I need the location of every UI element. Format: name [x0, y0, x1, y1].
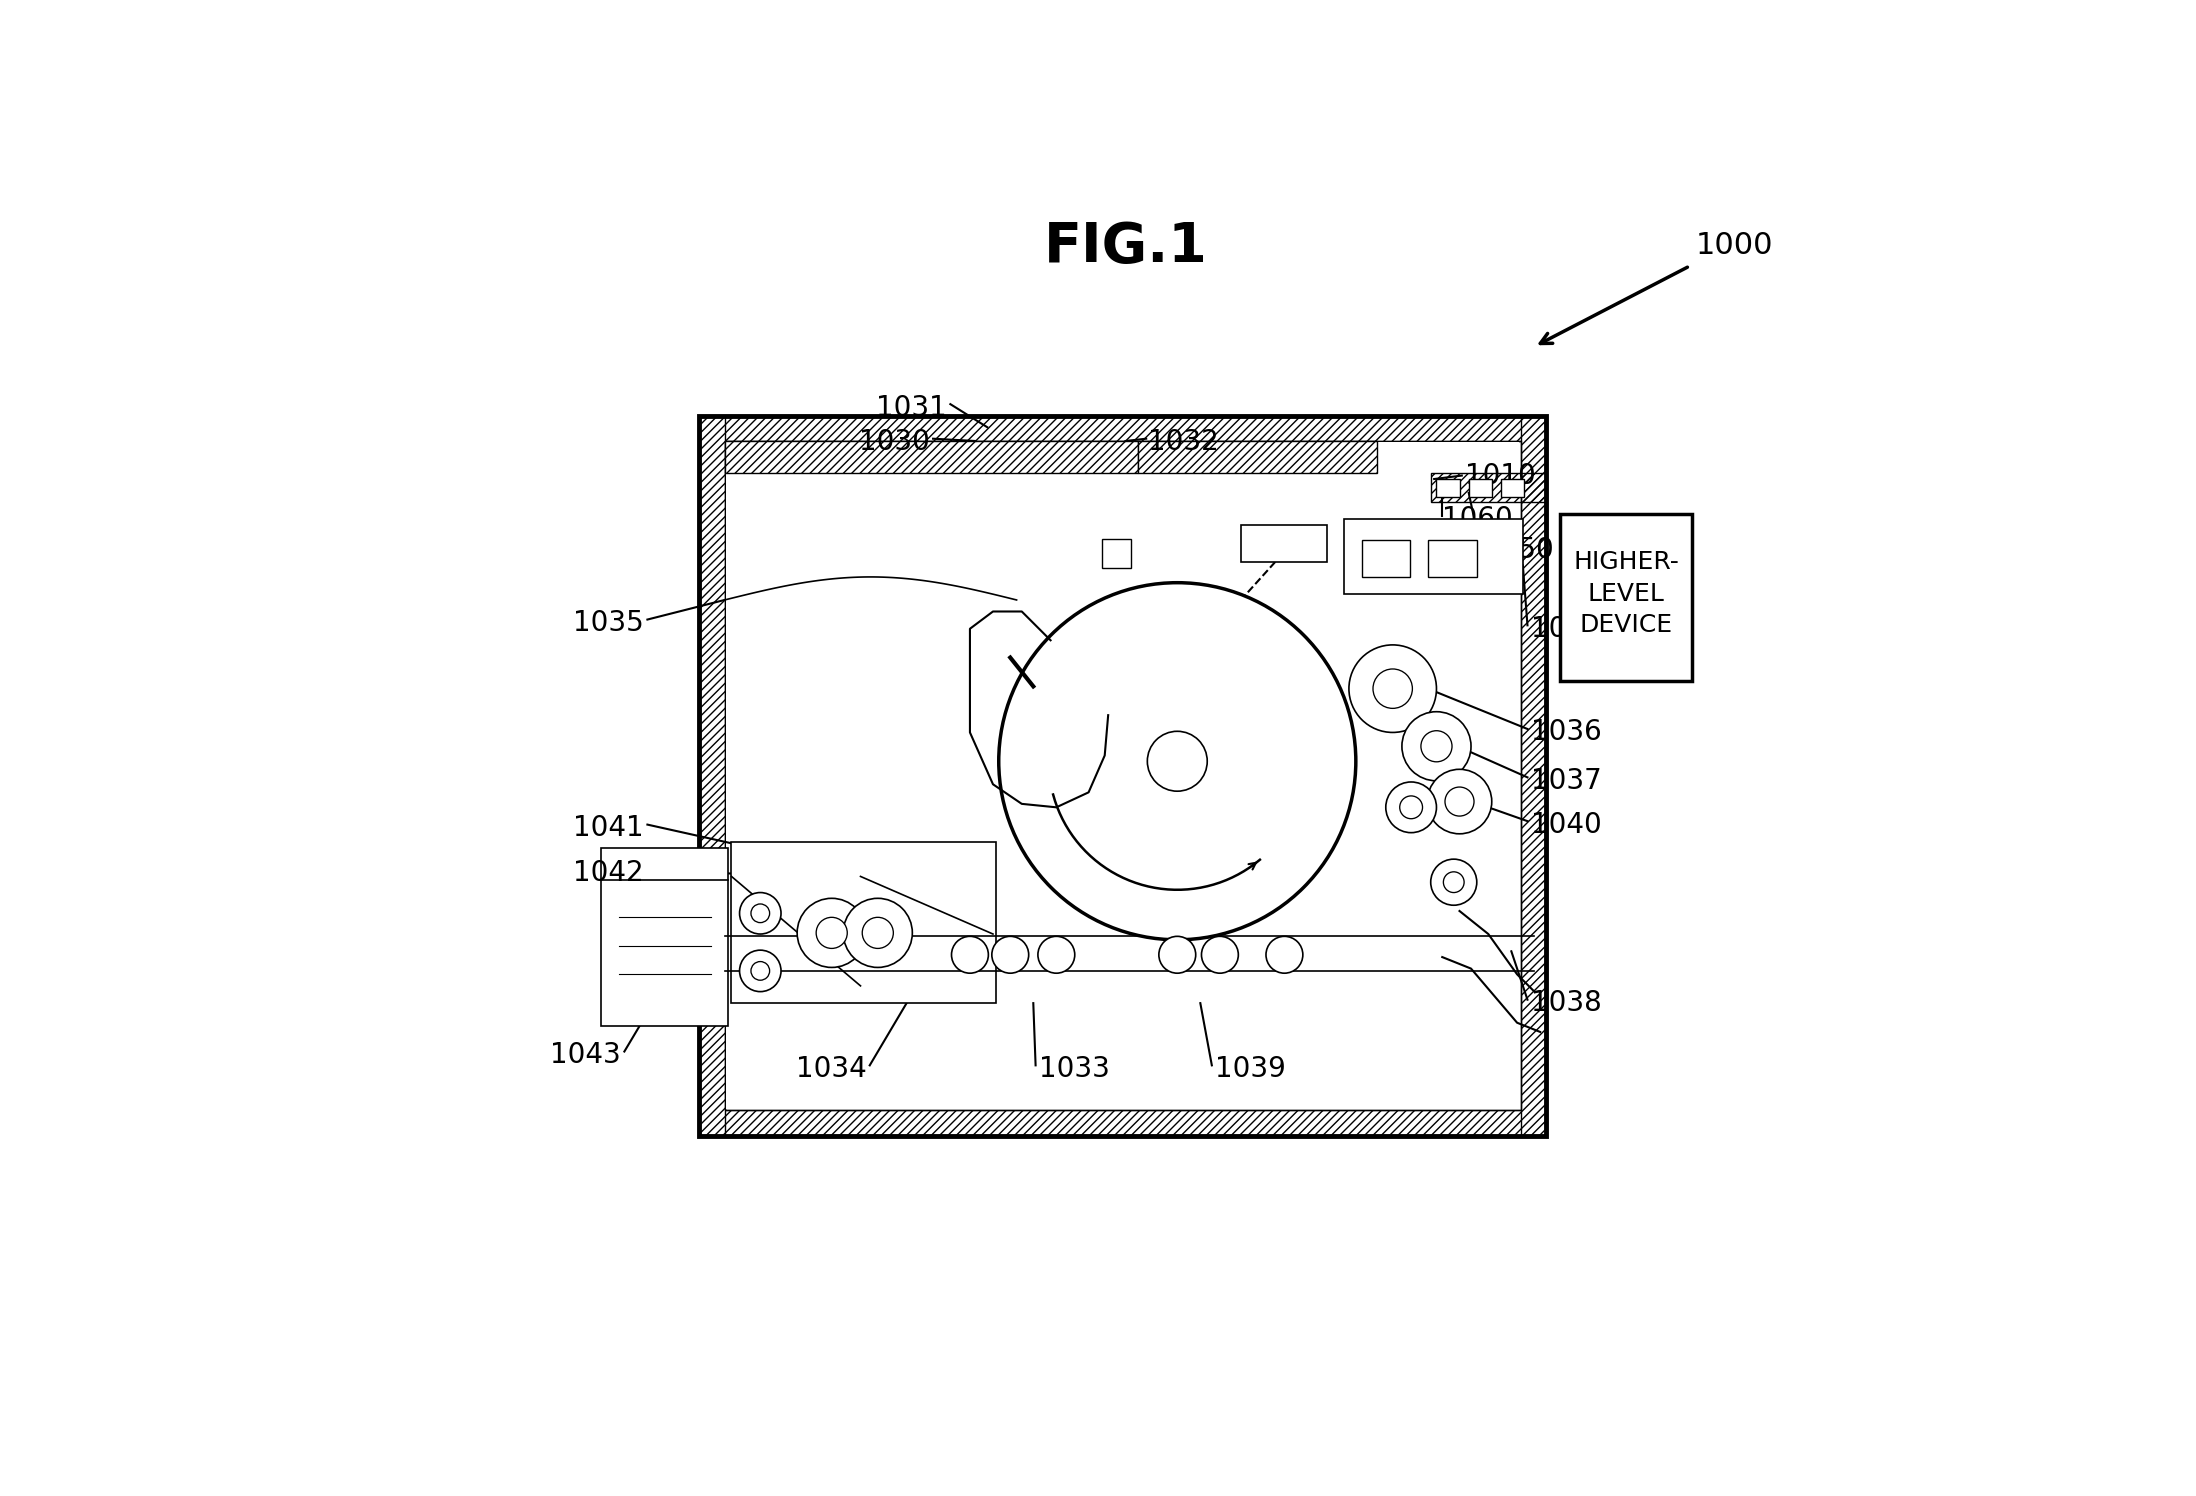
- Bar: [1102, 539, 1131, 567]
- Circle shape: [993, 936, 1028, 974]
- Text: 1039: 1039: [1214, 1055, 1287, 1083]
- Bar: [1469, 479, 1491, 498]
- Bar: [602, 848, 729, 1026]
- Text: 1036: 1036: [1531, 718, 1601, 747]
- Text: 1035: 1035: [573, 609, 643, 637]
- Text: 1030: 1030: [859, 428, 929, 456]
- Circle shape: [863, 917, 894, 948]
- Text: 1040: 1040: [1531, 811, 1601, 839]
- Text: 1031: 1031: [876, 393, 946, 422]
- Bar: [731, 842, 997, 1004]
- Circle shape: [817, 917, 848, 948]
- Circle shape: [1445, 787, 1474, 817]
- Text: 1038: 1038: [1531, 989, 1601, 1017]
- Text: 1000: 1000: [1695, 232, 1772, 260]
- Text: 1050: 1050: [1482, 537, 1553, 564]
- Text: 1044: 1044: [1531, 615, 1601, 643]
- Bar: [1138, 441, 1377, 473]
- Circle shape: [843, 898, 911, 968]
- Circle shape: [751, 962, 769, 980]
- Circle shape: [740, 893, 782, 934]
- Text: 1060: 1060: [1443, 506, 1513, 534]
- Bar: [1241, 525, 1326, 562]
- Circle shape: [1201, 936, 1239, 974]
- Text: 1034: 1034: [795, 1055, 865, 1083]
- Text: HIGHER-
LEVEL
DEVICE: HIGHER- LEVEL DEVICE: [1572, 551, 1680, 637]
- Bar: [1427, 540, 1476, 577]
- Circle shape: [1348, 645, 1436, 733]
- Text: 1041: 1041: [573, 814, 643, 842]
- Bar: [1344, 519, 1522, 594]
- Text: FIG.1: FIG.1: [1043, 220, 1208, 274]
- Circle shape: [797, 898, 865, 968]
- Bar: [698, 416, 725, 1135]
- Bar: [1436, 479, 1460, 498]
- Bar: [698, 1110, 1546, 1135]
- Circle shape: [951, 936, 988, 974]
- Bar: [1432, 473, 1546, 503]
- Circle shape: [1421, 730, 1452, 761]
- Circle shape: [1427, 769, 1491, 833]
- Text: 1043: 1043: [551, 1041, 621, 1070]
- Circle shape: [1039, 936, 1074, 974]
- Bar: [1559, 513, 1693, 681]
- Bar: [725, 441, 1138, 473]
- Circle shape: [1386, 782, 1436, 833]
- Text: 1010: 1010: [1465, 462, 1535, 489]
- Circle shape: [999, 583, 1355, 939]
- Circle shape: [1146, 732, 1208, 791]
- Bar: [698, 416, 1546, 1135]
- Circle shape: [1401, 712, 1471, 781]
- Circle shape: [751, 904, 769, 923]
- Bar: [725, 441, 1520, 1110]
- Text: 1032: 1032: [1149, 428, 1219, 456]
- Text: 1042: 1042: [573, 859, 643, 887]
- Circle shape: [1265, 936, 1302, 974]
- Bar: [1362, 540, 1410, 577]
- Circle shape: [1159, 936, 1195, 974]
- Text: 1033: 1033: [1039, 1055, 1109, 1083]
- Circle shape: [1399, 796, 1423, 818]
- Bar: [1502, 479, 1524, 498]
- Bar: [698, 416, 1546, 441]
- Circle shape: [1432, 859, 1476, 905]
- Circle shape: [1443, 872, 1465, 893]
- Circle shape: [740, 950, 782, 992]
- Bar: [1520, 416, 1546, 1135]
- Circle shape: [1372, 669, 1412, 709]
- Bar: [725, 443, 1520, 1109]
- Text: 1037: 1037: [1531, 767, 1601, 794]
